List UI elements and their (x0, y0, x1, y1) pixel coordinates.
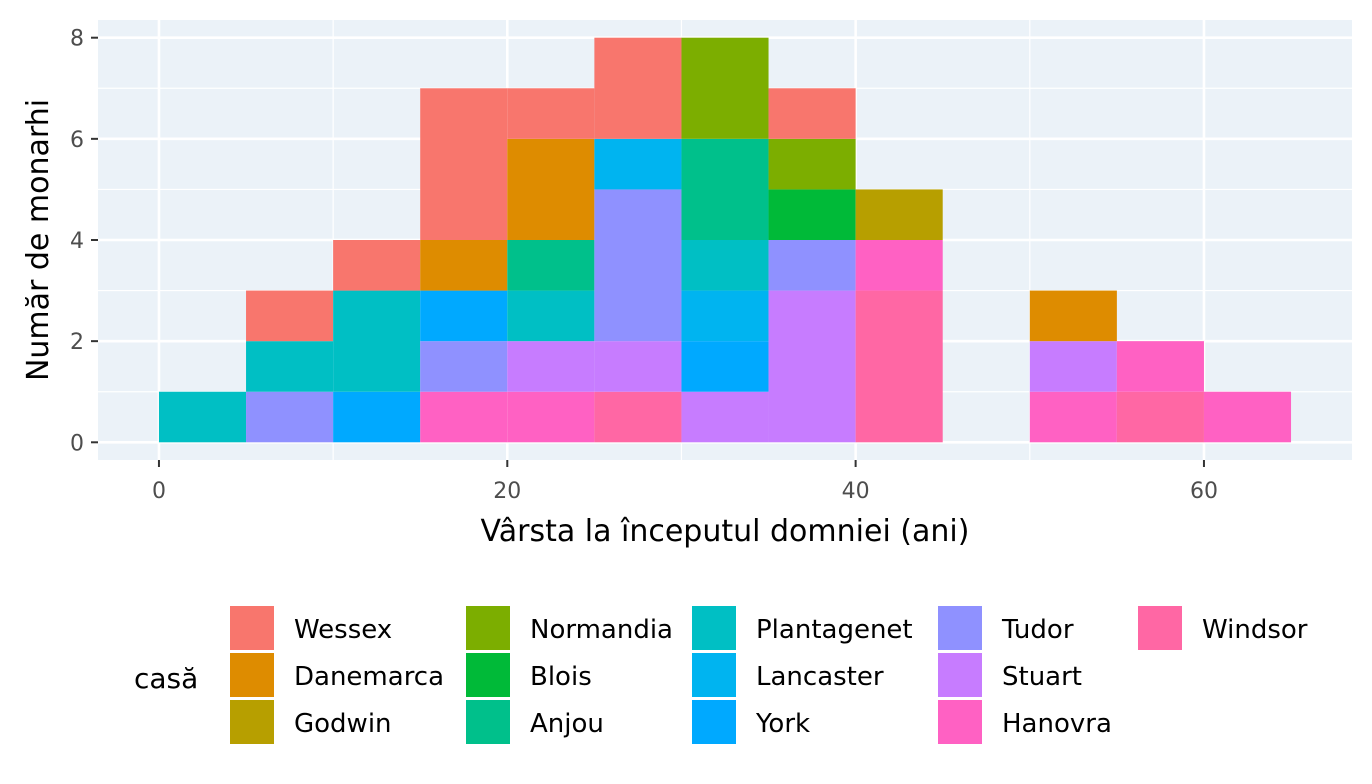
y-tick-label: 4 (70, 229, 84, 254)
bar-segment-godwin (855, 189, 943, 240)
legend-label-normandia: Normandia (530, 615, 673, 645)
y-tick-label: 6 (70, 128, 84, 153)
y-tick-label: 0 (70, 431, 84, 456)
x-tick-label: 0 (152, 479, 166, 504)
legend-label-windsor: Windsor (1202, 615, 1308, 645)
bar-segment-plantagenet (246, 341, 334, 392)
bar-segment-hanovra (855, 240, 943, 291)
bar-segment-wessex (768, 88, 856, 139)
legend-label-godwin: Godwin (294, 709, 392, 739)
bar-segment-blois (768, 189, 856, 240)
bar-segment-windsor (594, 391, 682, 443)
axes: 0 20 40 60 0 2 4 6 8 (70, 27, 1218, 504)
bar-segment-plantagenet (507, 290, 595, 342)
bar-segment-hanovra (420, 391, 508, 443)
bar-segment-wessex (507, 88, 595, 139)
legend-label-stuart: Stuart (1002, 662, 1082, 692)
x-tick-label: 40 (842, 479, 870, 504)
bar-segment-wessex (333, 240, 421, 291)
bar-segment-plantagenet (681, 240, 769, 291)
bar-segment-hanovra (1029, 391, 1117, 443)
bar-segment-york (333, 391, 421, 443)
bar-segment-stuart (681, 391, 769, 443)
bar-segment-plantagenet (333, 290, 421, 392)
bar-segment-anjou (507, 240, 595, 291)
x-axis-title: Vârsta la începutul domniei (ani) (481, 514, 970, 549)
bar-segment-stuart (594, 341, 682, 392)
bar-segment-york (420, 290, 508, 342)
bar-segment-danemarca (420, 240, 508, 291)
legend-label-tudor: Tudor (1001, 615, 1074, 645)
legend-label-wessex: Wessex (294, 615, 392, 645)
legend-label-lancaster: Lancaster (756, 662, 884, 692)
bar-segment-danemarca (1029, 290, 1117, 342)
bar-segment-york (681, 341, 769, 392)
bar-segment-danemarca (507, 138, 595, 240)
legend: casă Wessex Danemarca Godwin Normandia Blois… (134, 606, 1308, 744)
y-axis-title: Număr de monarhi (21, 99, 56, 381)
legend-title: casă (134, 662, 198, 695)
legend-swatch-godwin (230, 700, 274, 744)
legend-swatch-hanovra (938, 700, 982, 744)
legend-swatch-plantagenet (692, 606, 736, 650)
y-tick-label: 2 (70, 330, 84, 355)
bar-segment-tudor (594, 189, 682, 342)
legend-label-danemarca: Danemarca (294, 662, 444, 692)
y-tick-label: 8 (70, 27, 84, 52)
bar-segment-windsor (1116, 391, 1204, 443)
legend-swatch-wessex (230, 606, 274, 650)
bar-segment-wessex (420, 88, 508, 240)
x-tick-label: 20 (493, 479, 521, 504)
bar-segment-normandia (681, 37, 769, 139)
bar-segment-tudor (768, 240, 856, 291)
legend-swatch-normandia (466, 606, 510, 650)
legend-label-york: York (755, 709, 810, 739)
legend-label-plantagenet: Plantagenet (756, 615, 913, 645)
legend-swatch-lancaster (692, 653, 736, 697)
bar-segment-hanovra (1203, 391, 1292, 443)
legend-swatch-windsor (1138, 606, 1182, 650)
histogram-bars (158, 37, 1292, 443)
legend-swatch-stuart (938, 653, 982, 697)
legend-swatch-danemarca (230, 653, 274, 697)
bar-segment-wessex (594, 37, 682, 139)
legend-swatch-blois (466, 653, 510, 697)
bar-segment-stuart (1029, 341, 1117, 392)
bar-segment-normandia (768, 138, 856, 190)
legend-swatch-york (692, 700, 736, 744)
bar-segment-hanovra (507, 391, 595, 443)
bar-segment-anjou (681, 138, 769, 240)
bar-segment-tudor (246, 391, 334, 443)
bar-segment-wessex (246, 290, 334, 342)
bar-segment-stuart (768, 290, 856, 443)
legend-label-hanovra: Hanovra (1002, 709, 1112, 739)
bar-segment-tudor (420, 341, 508, 392)
bar-segment-hanovra (1116, 341, 1204, 392)
bar-segment-plantagenet (158, 391, 247, 443)
legend-swatch-anjou (466, 700, 510, 744)
bar-segment-stuart (507, 341, 595, 392)
bar-segment-lancaster (681, 290, 769, 342)
bar-segment-lancaster (594, 138, 682, 190)
x-tick-label: 60 (1190, 479, 1218, 504)
legend-label-blois: Blois (530, 662, 592, 692)
legend-label-anjou: Anjou (530, 709, 604, 739)
bar-segment-windsor (855, 290, 943, 443)
legend-swatch-tudor (938, 606, 982, 650)
